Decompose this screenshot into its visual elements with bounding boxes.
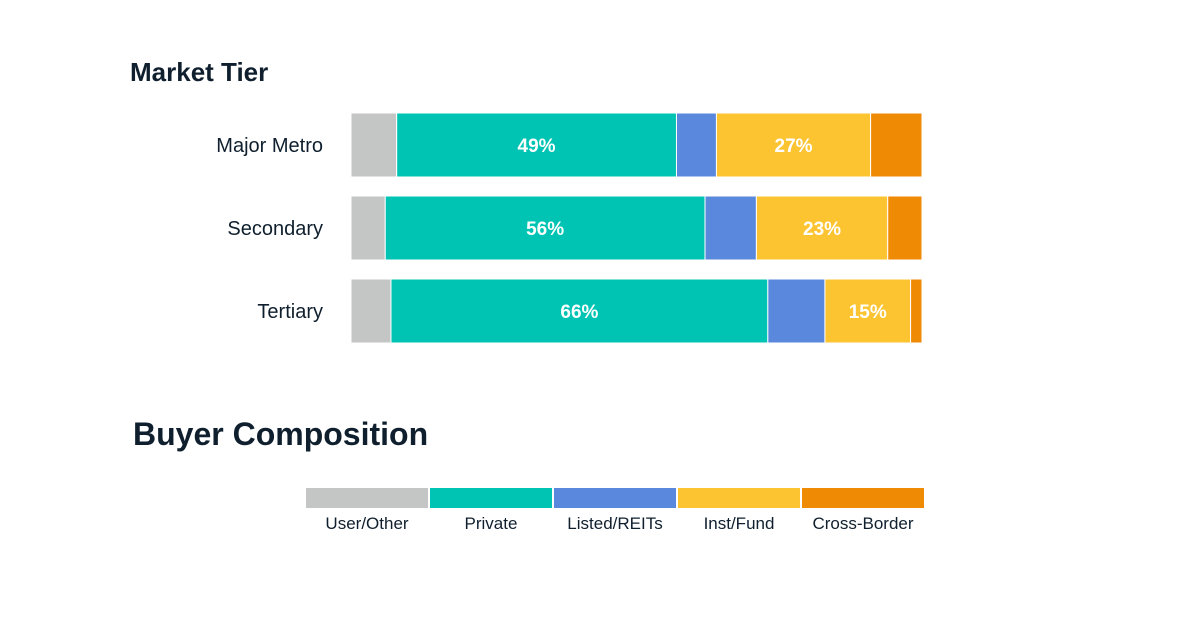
bar-segment [350, 112, 398, 178]
legend-swatch [306, 488, 428, 508]
legend-swatch [430, 488, 552, 508]
legend-title: Buyer Composition [133, 416, 428, 452]
legend-label: Private [465, 514, 518, 533]
bar-segment [675, 112, 717, 178]
legend-label: User/Other [325, 514, 408, 533]
data-label: 15% [849, 302, 887, 323]
legend-label: Cross-Border [812, 514, 913, 533]
bar-segment [824, 278, 912, 344]
bar-segment [350, 195, 386, 261]
bar-segment [390, 278, 769, 344]
data-label: 23% [803, 219, 841, 240]
bar-segment [887, 195, 923, 261]
bar-segment [384, 195, 706, 261]
legend-swatch [554, 488, 676, 508]
legend: User/Other Private Listed/REITs Inst/Fund Cr… [306, 488, 924, 533]
data-label: 27% [775, 136, 813, 157]
chart-title: Market Tier [130, 57, 268, 87]
data-label: 49% [518, 136, 556, 157]
bar-segment [767, 278, 826, 344]
bar-segment [350, 278, 392, 344]
legend-label: Inst/Fund [704, 514, 775, 533]
category-label: Tertiary [257, 301, 323, 323]
data-label: 56% [526, 219, 564, 240]
bar-segment [396, 112, 677, 178]
bar-segment [910, 278, 923, 344]
bar-segment [715, 112, 872, 178]
legend-swatch [678, 488, 800, 508]
bar-segment [704, 195, 757, 261]
data-label: 66% [560, 302, 598, 323]
legend-label: Listed/REITs [567, 514, 662, 533]
legend-swatch [802, 488, 924, 508]
bar-segment [755, 195, 889, 261]
bar-segment [870, 112, 923, 178]
category-label: Secondary [227, 218, 323, 240]
category-label: Major Metro [216, 135, 323, 157]
bars-group: Major Metro 49% 27% Secondary 56% 23% Tertiary… [216, 112, 923, 344]
